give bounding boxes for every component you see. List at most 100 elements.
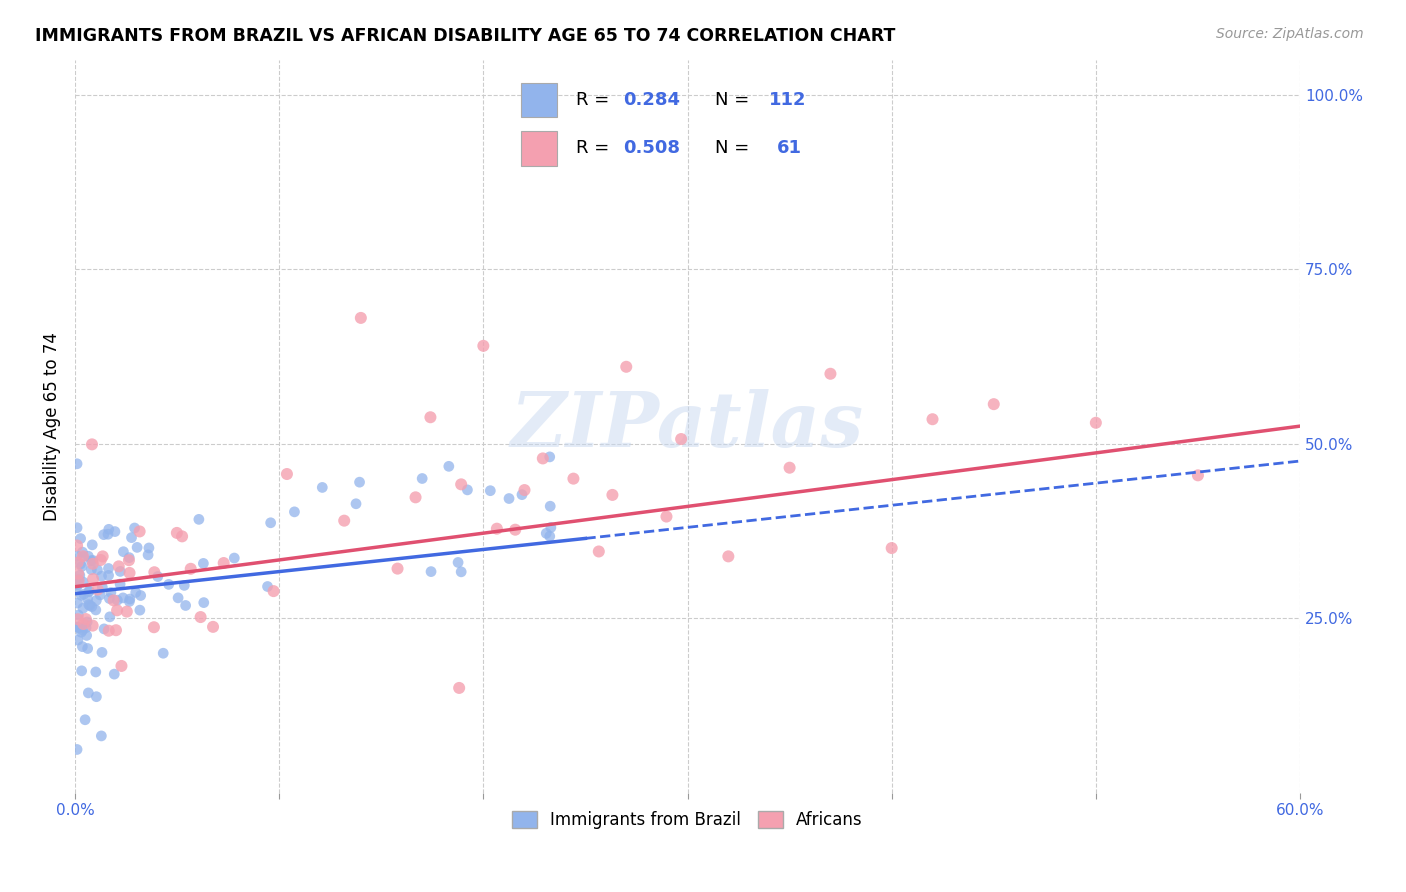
Point bbox=[80, 563, 103, 577]
Point bbox=[129, 589, 152, 603]
Point bbox=[510, 488, 533, 502]
Point bbox=[72, 640, 94, 654]
Point bbox=[89, 588, 111, 602]
Point bbox=[76, 628, 98, 642]
Point bbox=[80, 599, 103, 614]
Point bbox=[166, 525, 188, 540]
Point bbox=[880, 541, 903, 555]
Point bbox=[128, 603, 150, 617]
Point bbox=[66, 549, 89, 563]
Point bbox=[76, 592, 98, 607]
Point bbox=[111, 591, 134, 605]
Point bbox=[70, 664, 93, 678]
Point bbox=[82, 557, 104, 571]
Point bbox=[820, 367, 842, 381]
Point bbox=[66, 521, 89, 535]
Point bbox=[91, 580, 114, 594]
Point bbox=[72, 575, 94, 590]
Point bbox=[66, 620, 89, 634]
Point bbox=[84, 603, 107, 617]
Point bbox=[67, 566, 90, 581]
Text: 112: 112 bbox=[769, 91, 807, 109]
Point bbox=[75, 713, 97, 727]
Point bbox=[118, 594, 141, 608]
Point bbox=[138, 541, 160, 555]
Point bbox=[450, 565, 472, 579]
Point bbox=[118, 553, 141, 567]
Point bbox=[77, 584, 100, 599]
Point bbox=[479, 483, 502, 498]
Point bbox=[86, 582, 108, 597]
Point bbox=[449, 681, 471, 695]
Point bbox=[98, 610, 121, 624]
Point bbox=[77, 549, 100, 564]
Point bbox=[79, 599, 101, 613]
Text: 61: 61 bbox=[776, 139, 801, 157]
Point bbox=[105, 603, 128, 617]
Point bbox=[76, 615, 98, 629]
Point bbox=[82, 618, 104, 632]
Point bbox=[344, 497, 367, 511]
Point bbox=[602, 488, 624, 502]
Point bbox=[67, 573, 90, 587]
Point bbox=[110, 659, 132, 673]
Point bbox=[69, 621, 91, 635]
Point bbox=[67, 608, 90, 623]
Point bbox=[104, 524, 127, 539]
Point bbox=[437, 459, 460, 474]
Point bbox=[66, 620, 89, 634]
Point bbox=[104, 623, 127, 637]
Point bbox=[97, 522, 120, 536]
Text: IMMIGRANTS FROM BRAZIL VS AFRICAN DISABILITY AGE 65 TO 74 CORRELATION CHART: IMMIGRANTS FROM BRAZIL VS AFRICAN DISABI… bbox=[35, 27, 896, 45]
Point bbox=[72, 617, 94, 632]
Point bbox=[98, 591, 121, 606]
Point bbox=[411, 471, 433, 485]
Legend: Immigrants from Brazil, Africans: Immigrants from Brazil, Africans bbox=[505, 804, 869, 836]
Point bbox=[921, 412, 943, 426]
Point bbox=[779, 460, 801, 475]
Point bbox=[125, 585, 148, 599]
Point bbox=[69, 532, 91, 546]
Point bbox=[190, 610, 212, 624]
Point bbox=[172, 529, 194, 543]
FancyBboxPatch shape bbox=[520, 131, 557, 166]
Point bbox=[66, 612, 89, 626]
Point bbox=[72, 549, 94, 564]
Point bbox=[498, 491, 520, 506]
Point bbox=[256, 580, 278, 594]
Point bbox=[349, 475, 371, 490]
Point bbox=[70, 588, 93, 602]
Point bbox=[152, 646, 174, 660]
Point bbox=[538, 450, 561, 464]
Point bbox=[983, 397, 1005, 411]
Point bbox=[717, 549, 740, 564]
Point bbox=[82, 572, 104, 586]
Point bbox=[115, 605, 138, 619]
Point bbox=[193, 596, 215, 610]
Point bbox=[82, 553, 104, 567]
Point bbox=[91, 645, 114, 659]
Point bbox=[80, 554, 103, 568]
Point bbox=[128, 524, 150, 539]
Point bbox=[350, 310, 373, 325]
Point bbox=[97, 561, 120, 575]
Point bbox=[66, 457, 89, 471]
Point bbox=[72, 601, 94, 615]
Point bbox=[447, 556, 470, 570]
Point bbox=[75, 612, 97, 626]
Point bbox=[86, 593, 108, 607]
Point bbox=[93, 527, 115, 541]
Text: N =: N = bbox=[714, 139, 749, 157]
Point bbox=[66, 539, 89, 553]
Point bbox=[84, 665, 107, 679]
Point bbox=[110, 565, 132, 579]
Text: 0.508: 0.508 bbox=[623, 139, 681, 157]
Point bbox=[66, 596, 89, 610]
Point bbox=[91, 549, 114, 564]
Point bbox=[66, 573, 89, 587]
Point bbox=[93, 622, 115, 636]
Point bbox=[112, 544, 135, 558]
Point bbox=[263, 584, 285, 599]
Point bbox=[174, 599, 197, 613]
Point bbox=[260, 516, 283, 530]
